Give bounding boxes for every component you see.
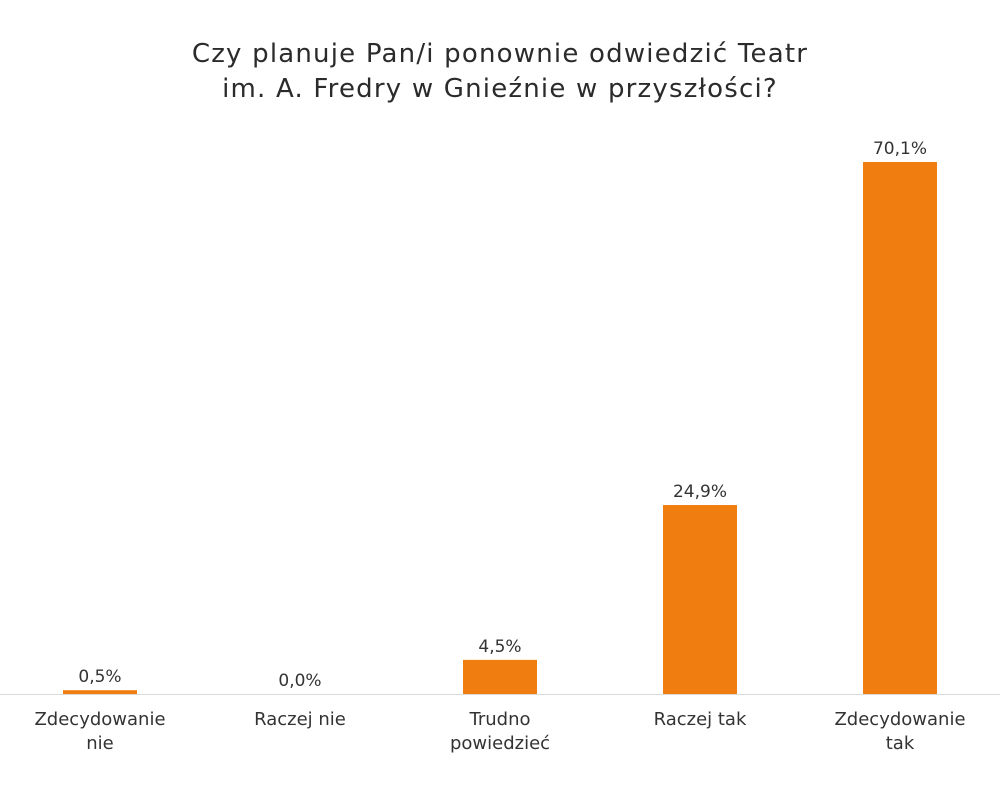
category-label: Raczej nie (254, 709, 346, 730)
bar-value-label: 4,5% (478, 637, 521, 657)
category-label-line: tak (886, 733, 915, 754)
bar-value-label: 0,0% (278, 671, 321, 691)
category-label-line: nie (86, 733, 113, 754)
chart-title-line: im. A. Fredry w Gnieźnie w przyszłości? (222, 74, 778, 104)
category-label-line: Raczej nie (254, 709, 346, 730)
category-label-line: Raczej tak (654, 709, 747, 730)
chart-title-line: Czy planuje Pan/i ponownie odwiedzić Tea… (192, 39, 808, 69)
bars-group (63, 162, 937, 694)
bar-value-label: 0,5% (78, 667, 121, 687)
value-labels-group: 0,5% 0,0% 4,5% 24,9% 70,1% (78, 139, 927, 691)
bar-value-label: 24,9% (673, 482, 727, 502)
category-label: Raczej tak (654, 709, 747, 730)
bar (63, 690, 137, 694)
category-label-line: Zdecydowanie (34, 709, 165, 730)
category-labels-group: Zdecydowanie nie Raczej nie Trudno powiedzie… (34, 709, 965, 754)
chart-title: Czy planuje Pan/i ponownie odwiedzić Tea… (192, 39, 808, 104)
category-label-line: Zdecydowanie (834, 709, 965, 730)
bar (463, 659, 537, 694)
bar-value-label: 70,1% (873, 139, 927, 159)
category-label: Trudno powiedzieć (450, 709, 550, 754)
category-label-line: powiedzieć (450, 733, 550, 754)
category-label: Zdecydowanie nie (34, 709, 165, 754)
bar (863, 162, 937, 694)
category-label: Zdecydowanie tak (834, 709, 965, 754)
bar (663, 505, 737, 694)
category-label-line: Trudno (468, 709, 530, 730)
